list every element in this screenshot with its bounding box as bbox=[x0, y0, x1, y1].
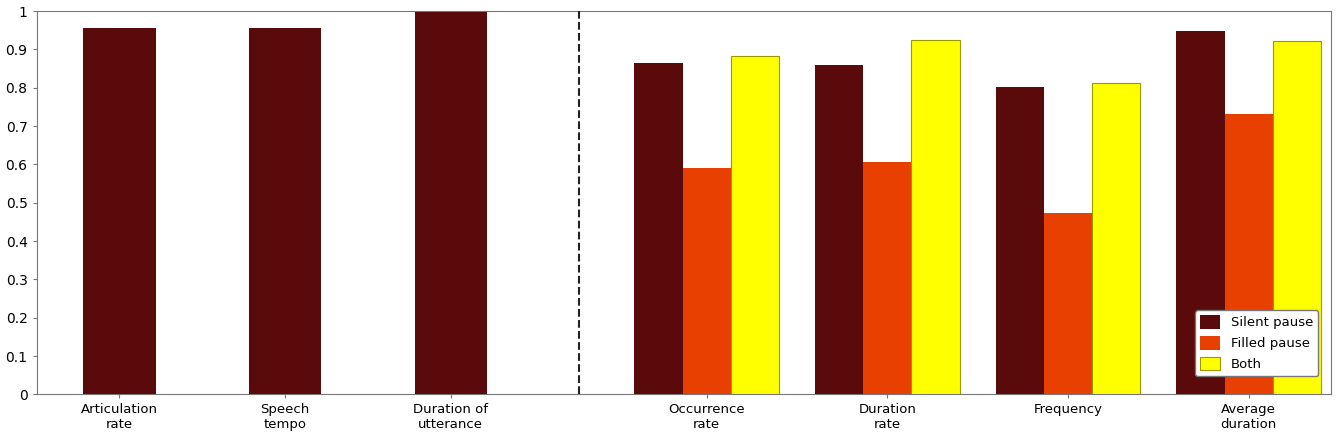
Bar bbox=[1044, 213, 1092, 395]
Bar bbox=[83, 28, 155, 395]
Bar bbox=[912, 40, 960, 395]
Bar bbox=[1273, 42, 1321, 395]
Bar bbox=[634, 63, 682, 395]
Legend: Silent pause, Filled pause, Both: Silent pause, Filled pause, Both bbox=[1195, 310, 1318, 376]
Bar bbox=[414, 12, 487, 395]
Bar bbox=[1225, 114, 1273, 395]
Bar bbox=[1177, 31, 1225, 395]
Bar bbox=[864, 162, 912, 395]
Bar bbox=[249, 28, 321, 395]
Bar bbox=[996, 87, 1044, 395]
Bar bbox=[682, 168, 731, 395]
Bar bbox=[816, 66, 864, 395]
Bar bbox=[731, 56, 779, 395]
Bar bbox=[1092, 83, 1140, 395]
